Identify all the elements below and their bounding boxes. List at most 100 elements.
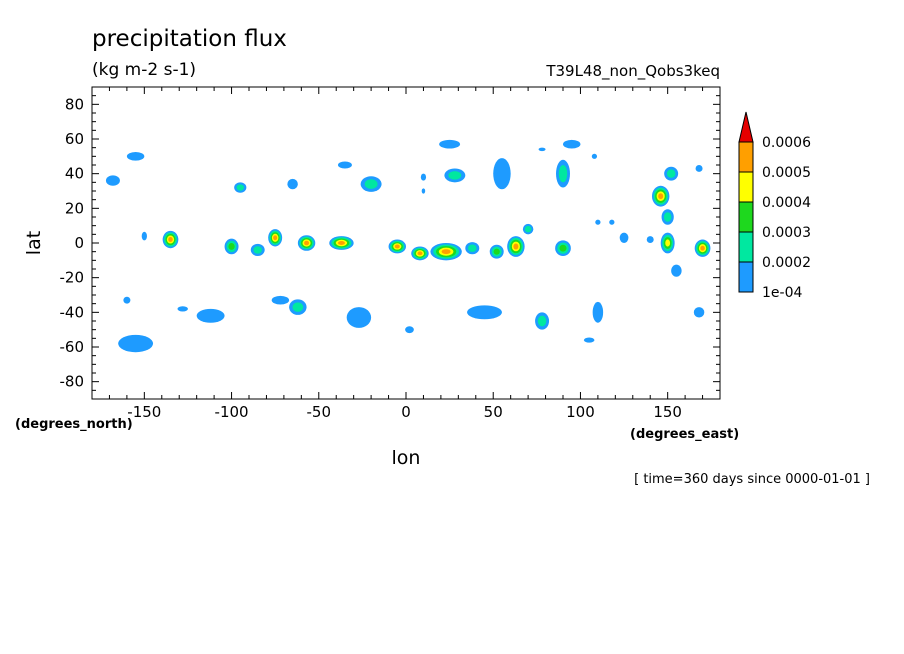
precip-cell bbox=[595, 219, 601, 225]
contour-band bbox=[105, 175, 120, 186]
contour-band bbox=[665, 239, 671, 247]
precip-cell bbox=[507, 236, 525, 257]
precip-cell bbox=[105, 175, 120, 186]
contour-band bbox=[448, 171, 462, 180]
x-tick-label: -100 bbox=[215, 403, 249, 421]
contour-band bbox=[591, 153, 598, 159]
y-tick-label: -80 bbox=[60, 373, 85, 391]
contour-band bbox=[253, 246, 263, 254]
precip-cell bbox=[664, 166, 679, 181]
colorbar-swatch bbox=[738, 231, 754, 263]
precip-cell bbox=[123, 296, 131, 304]
y-tick-labels: -80 -60 -40 -20 0 20 40 60 80 bbox=[60, 95, 85, 390]
precip-cell bbox=[538, 147, 546, 152]
colorbar-label: 1e-04 bbox=[762, 285, 802, 301]
precip-cell bbox=[126, 152, 145, 161]
contour-band bbox=[364, 179, 378, 189]
precip-cell bbox=[177, 306, 188, 312]
precip-cell bbox=[556, 159, 570, 188]
contour-band bbox=[441, 249, 451, 255]
precip-cell bbox=[388, 239, 406, 254]
precip-cell bbox=[444, 168, 466, 183]
contour-band bbox=[177, 306, 188, 312]
y-tick-label: -40 bbox=[60, 303, 85, 321]
precip-cell bbox=[619, 232, 629, 243]
contour-band bbox=[563, 139, 581, 149]
precip-cell bbox=[661, 209, 674, 225]
plot-frame bbox=[91, 86, 721, 400]
y-tick-label: 60 bbox=[65, 130, 84, 148]
contour-band bbox=[467, 305, 502, 320]
precip-cell bbox=[493, 158, 511, 190]
precip-cell bbox=[337, 161, 352, 169]
contour-band bbox=[421, 188, 426, 194]
contour-band bbox=[524, 225, 532, 233]
precip-cell bbox=[360, 176, 382, 192]
colorbar bbox=[738, 111, 754, 293]
x-tick-label: 100 bbox=[566, 403, 595, 421]
precip-cell bbox=[439, 139, 461, 149]
precip-cell bbox=[651, 185, 670, 207]
contour-band bbox=[228, 243, 235, 250]
contour-band bbox=[346, 307, 372, 328]
contour-band bbox=[538, 147, 546, 152]
x-axis-label: lon bbox=[392, 447, 421, 469]
precip-cell bbox=[224, 238, 239, 255]
contour-band bbox=[619, 232, 629, 243]
contour-band bbox=[337, 161, 352, 169]
colorbar-swatch bbox=[738, 201, 754, 233]
contour-band bbox=[236, 184, 245, 191]
chart-title: precipitation flux bbox=[92, 26, 287, 52]
y-tick-label: -60 bbox=[60, 338, 85, 356]
contour-band bbox=[123, 296, 131, 304]
precip-cell bbox=[421, 188, 426, 194]
precip-cell bbox=[489, 244, 504, 259]
x-tick-label: -50 bbox=[307, 403, 332, 421]
contour-band bbox=[658, 193, 664, 200]
colorbar-arrow bbox=[738, 111, 754, 143]
precip-cell bbox=[289, 299, 307, 315]
contour-band bbox=[592, 301, 604, 323]
contour-band bbox=[417, 251, 423, 256]
precip-cell bbox=[405, 326, 414, 334]
precip-cell bbox=[465, 242, 480, 255]
axis-ticks bbox=[91, 86, 721, 400]
y-units-label: (degrees_north) bbox=[15, 417, 133, 432]
contour-band bbox=[292, 302, 304, 312]
contour-band bbox=[513, 243, 519, 250]
precip-cell bbox=[430, 243, 462, 261]
precip-cell bbox=[695, 165, 703, 172]
precip-cell bbox=[141, 231, 147, 241]
contour-band bbox=[559, 244, 567, 252]
contour-band bbox=[595, 219, 601, 225]
precip-cell bbox=[467, 305, 502, 320]
contour-band bbox=[537, 315, 547, 327]
contour-band bbox=[467, 244, 477, 252]
x-tick-label: 50 bbox=[484, 403, 503, 421]
contour-band bbox=[337, 241, 345, 245]
contour-band bbox=[271, 295, 290, 305]
contour-band bbox=[287, 178, 298, 190]
contour-band bbox=[700, 245, 705, 251]
colorbar-labels: 1e-04 0.0002 0.0003 0.0004 0.0005 0.0006 bbox=[762, 135, 811, 301]
precip-cell bbox=[234, 182, 247, 193]
precip-cell bbox=[196, 308, 225, 323]
contour-band bbox=[493, 248, 500, 255]
y-tick-label: 40 bbox=[65, 165, 84, 183]
precip-cell bbox=[268, 229, 283, 247]
x-tick-label: 150 bbox=[653, 403, 682, 421]
precip-cell bbox=[522, 223, 534, 235]
contour-band bbox=[126, 152, 145, 161]
precip-cell bbox=[250, 243, 265, 256]
y-tick-label: 0 bbox=[74, 234, 84, 252]
precip-cell bbox=[583, 337, 595, 343]
precip-cell bbox=[693, 307, 705, 318]
precip-cell bbox=[609, 219, 615, 225]
contour-band bbox=[394, 244, 400, 249]
contour-band bbox=[671, 264, 682, 277]
contour-band bbox=[583, 337, 595, 343]
precip-cell bbox=[420, 173, 427, 181]
precipitation-field bbox=[105, 139, 711, 353]
contour-band bbox=[420, 173, 427, 181]
